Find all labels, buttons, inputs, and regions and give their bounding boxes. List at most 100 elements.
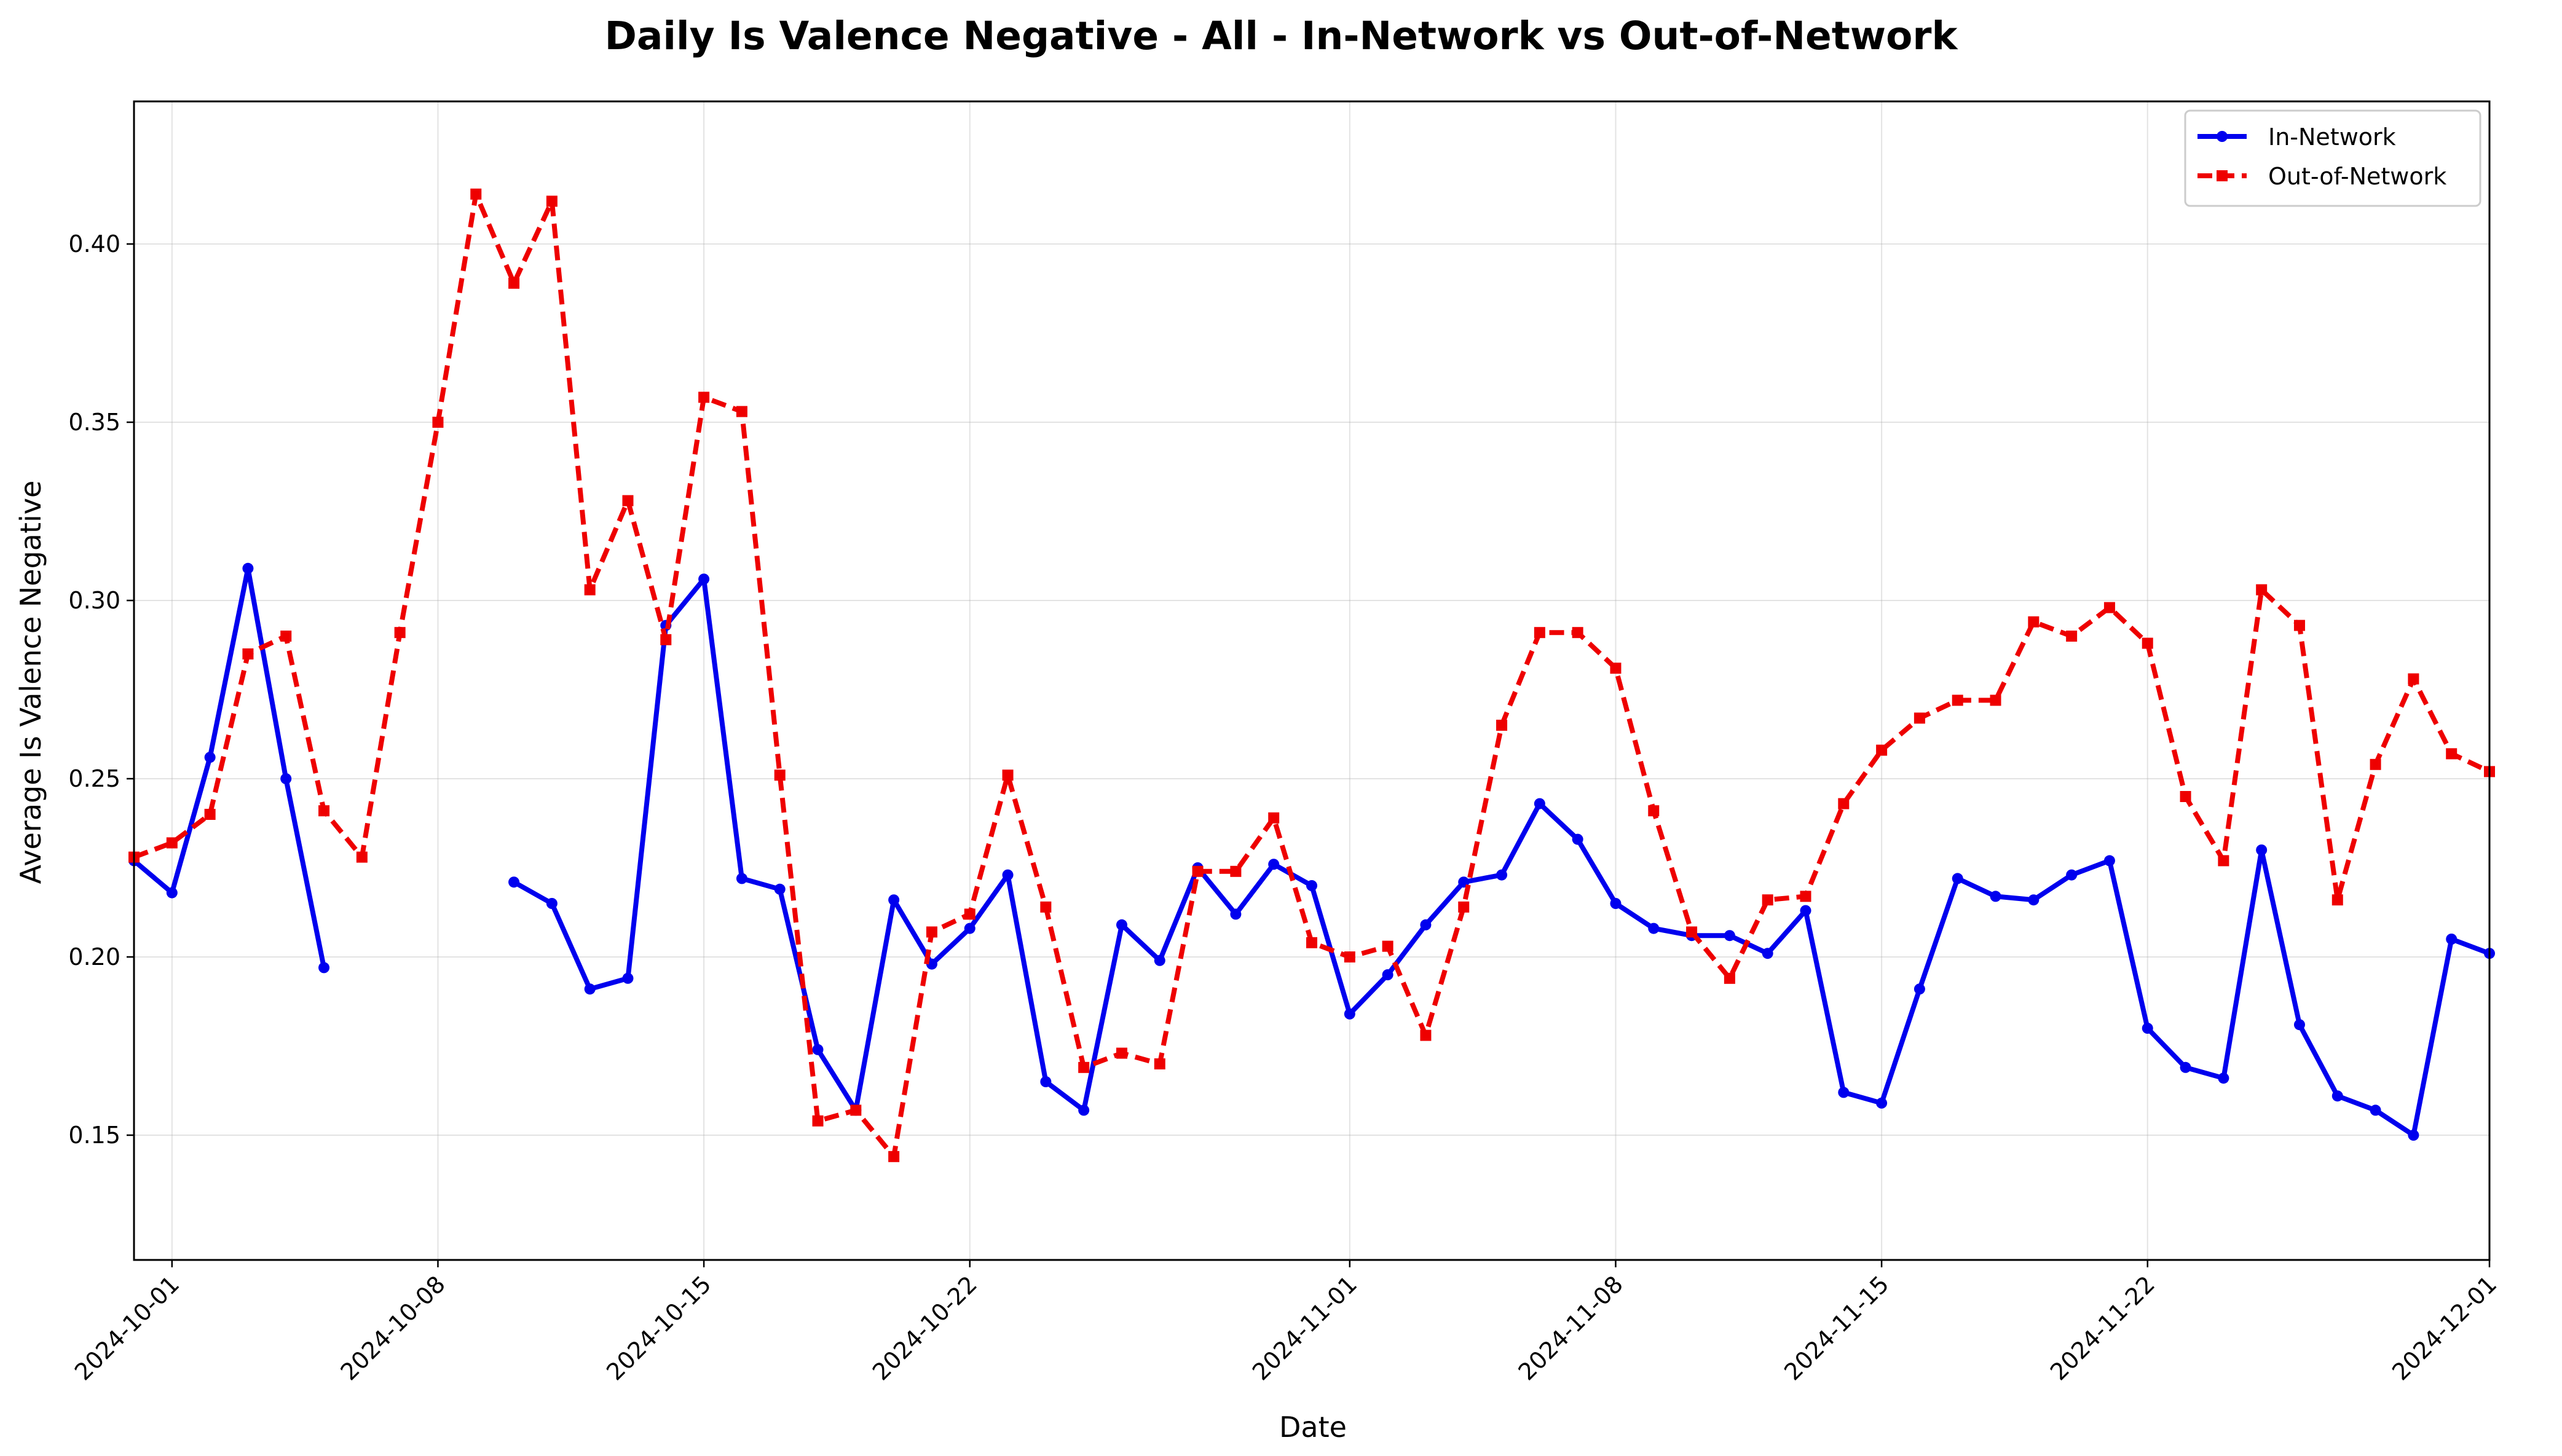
data-point-out-of-network — [1610, 663, 1622, 674]
data-point-in-network — [2256, 844, 2268, 856]
data-point-out-of-network — [1800, 891, 1811, 902]
data-point-in-network — [1230, 908, 1242, 920]
data-point-in-network — [584, 983, 596, 995]
data-point-in-network — [1002, 869, 1014, 881]
data-point-out-of-network — [584, 584, 596, 596]
data-point-out-of-network — [1154, 1058, 1165, 1069]
legend-label-out-of-network: Out-of-Network — [2268, 163, 2446, 190]
data-point-out-of-network — [926, 926, 937, 938]
data-point-in-network — [2028, 894, 2040, 906]
data-point-out-of-network — [2028, 616, 2040, 628]
data-point-out-of-network — [1914, 712, 1925, 724]
data-point-out-of-network — [1458, 901, 1470, 913]
x-axis-label: Date — [1279, 1411, 1347, 1444]
data-point-out-of-network — [1268, 812, 1280, 824]
data-point-in-network — [2142, 1023, 2153, 1034]
data-point-in-network — [166, 887, 178, 899]
data-point-in-network — [280, 773, 292, 784]
y-tick-label: 0.15 — [68, 1122, 120, 1149]
data-point-out-of-network — [2331, 894, 2343, 906]
legend-box — [2184, 109, 2481, 207]
data-point-in-network — [1306, 880, 1317, 891]
data-point-in-network — [2331, 1090, 2343, 1102]
data-point-out-of-network — [850, 1104, 862, 1116]
data-point-in-network — [2103, 855, 2115, 867]
data-point-out-of-network — [1306, 937, 1317, 948]
data-point-out-of-network — [508, 277, 520, 289]
data-point-out-of-network — [1002, 769, 1014, 781]
data-point-out-of-network — [546, 195, 558, 207]
data-point-out-of-network — [1952, 695, 1963, 706]
y-tick-label: 0.25 — [68, 765, 120, 792]
plot-frame — [133, 100, 2491, 1261]
data-point-out-of-network — [1724, 972, 1735, 984]
y-tick-label: 0.35 — [68, 409, 120, 436]
data-point-in-network — [1040, 1076, 1052, 1087]
data-point-out-of-network — [470, 188, 482, 200]
data-point-out-of-network — [1344, 951, 1355, 962]
data-point-out-of-network — [888, 1151, 900, 1162]
data-point-out-of-network — [2408, 673, 2419, 685]
data-point-out-of-network — [2066, 631, 2078, 642]
data-point-out-of-network — [1762, 894, 1773, 906]
data-point-in-network — [1876, 1097, 1888, 1109]
data-point-out-of-network — [2446, 748, 2458, 760]
data-point-in-network — [1914, 983, 1925, 995]
data-point-in-network — [1496, 869, 1508, 881]
data-point-out-of-network — [1078, 1061, 1090, 1073]
data-point-out-of-network — [2293, 620, 2305, 631]
data-point-in-network — [2408, 1130, 2419, 1141]
data-point-in-network — [1344, 1008, 1355, 1020]
data-point-in-network — [546, 898, 558, 909]
data-point-in-network — [1154, 954, 1165, 966]
data-point-in-network — [318, 962, 330, 974]
data-point-in-network — [2293, 1019, 2305, 1031]
y-tick-label: 0.40 — [68, 230, 120, 258]
data-point-out-of-network — [166, 837, 178, 849]
data-point-out-of-network — [1192, 865, 1204, 877]
legend: In-Network Out-of-Network — [2184, 109, 2481, 207]
data-point-in-network — [1838, 1087, 1850, 1098]
data-point-in-network — [204, 752, 216, 763]
data-point-out-of-network — [1686, 926, 1698, 938]
data-point-in-network — [1648, 923, 1660, 934]
data-point-out-of-network — [660, 634, 672, 645]
data-point-out-of-network — [2370, 758, 2381, 770]
data-point-in-network — [1800, 905, 1811, 916]
data-point-out-of-network — [622, 495, 634, 506]
data-point-out-of-network — [1838, 798, 1850, 809]
legend-marker-out-of-network — [2217, 170, 2228, 181]
data-point-out-of-network — [394, 627, 406, 639]
y-tick-label: 0.20 — [68, 943, 120, 970]
data-point-out-of-network — [1648, 805, 1660, 817]
data-point-in-network — [508, 876, 520, 888]
data-point-in-network — [1382, 969, 1393, 980]
data-point-out-of-network — [1420, 1029, 1432, 1041]
data-point-out-of-network — [1040, 901, 1052, 913]
data-point-in-network — [812, 1044, 824, 1055]
data-point-in-network — [622, 972, 634, 984]
data-point-out-of-network — [318, 805, 330, 817]
legend-item-out-of-network: Out-of-Network — [2197, 163, 2446, 190]
data-point-in-network — [1534, 798, 1545, 809]
data-point-out-of-network — [698, 392, 710, 403]
data-point-out-of-network — [2180, 791, 2191, 802]
data-point-in-network — [1762, 948, 1773, 959]
y-tick-label: 0.30 — [68, 587, 120, 614]
series-line-in-network — [132, 565, 326, 969]
data-point-out-of-network — [812, 1115, 824, 1127]
data-point-in-network — [774, 883, 786, 895]
data-point-out-of-network — [204, 809, 216, 820]
data-point-in-network — [1116, 919, 1127, 931]
data-point-in-network — [736, 873, 747, 884]
data-point-out-of-network — [280, 631, 292, 642]
data-point-out-of-network — [1990, 695, 2001, 706]
legend-label-in-network: In-Network — [2268, 124, 2396, 151]
y-axis-label: Average Is Valence Negative — [14, 481, 47, 884]
data-point-in-network — [888, 894, 900, 906]
data-point-in-network — [1610, 898, 1622, 909]
legend-item-in-network: In-Network — [2197, 124, 2396, 151]
data-point-out-of-network — [432, 417, 444, 428]
